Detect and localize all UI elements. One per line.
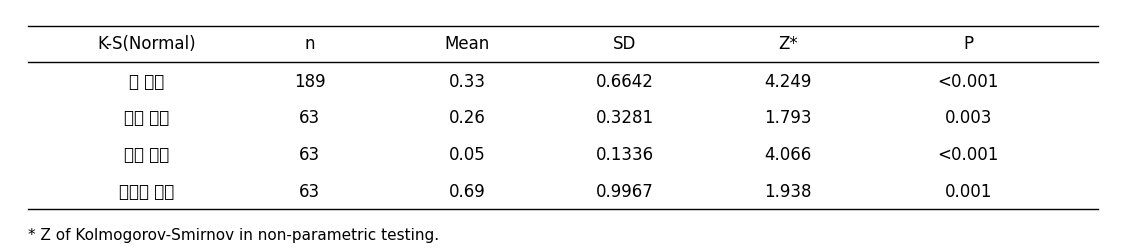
Text: 가시 밀둥: 가시 밀둥 — [124, 109, 169, 127]
Text: * Z of Kolmogorov-Smirnov in non-parametric testing.: * Z of Kolmogorov-Smirnov in non-paramet… — [28, 227, 439, 242]
Text: 가지 표면: 가지 표면 — [124, 145, 169, 163]
Text: SD: SD — [614, 35, 636, 53]
Text: <0.001: <0.001 — [938, 72, 999, 90]
Text: 0.1336: 0.1336 — [596, 145, 654, 163]
Text: n: n — [304, 35, 315, 53]
Text: 1.938: 1.938 — [765, 182, 812, 200]
Text: 189: 189 — [294, 72, 325, 90]
Text: 0.003: 0.003 — [945, 109, 992, 127]
Text: K-S(Normal): K-S(Normal) — [97, 35, 196, 53]
Text: P: P — [964, 35, 973, 53]
Text: 0.9967: 0.9967 — [596, 182, 654, 200]
Text: 0.05: 0.05 — [449, 145, 485, 163]
Text: 0.6642: 0.6642 — [596, 72, 654, 90]
Text: 잊가지 밀둥: 잊가지 밀둥 — [118, 182, 175, 200]
Text: 0.26: 0.26 — [449, 109, 485, 127]
Text: 0.69: 0.69 — [449, 182, 485, 200]
Text: 충 샘플: 충 샘플 — [128, 72, 164, 90]
Text: Z*: Z* — [778, 35, 798, 53]
Text: 0.33: 0.33 — [449, 72, 485, 90]
Text: 4.249: 4.249 — [765, 72, 812, 90]
Text: 63: 63 — [300, 109, 320, 127]
Text: 0.3281: 0.3281 — [596, 109, 654, 127]
Text: 1.793: 1.793 — [765, 109, 812, 127]
Text: 63: 63 — [300, 182, 320, 200]
Text: 0.001: 0.001 — [945, 182, 992, 200]
Text: Mean: Mean — [445, 35, 490, 53]
Text: 63: 63 — [300, 145, 320, 163]
Text: <0.001: <0.001 — [938, 145, 999, 163]
Text: 4.066: 4.066 — [765, 145, 812, 163]
